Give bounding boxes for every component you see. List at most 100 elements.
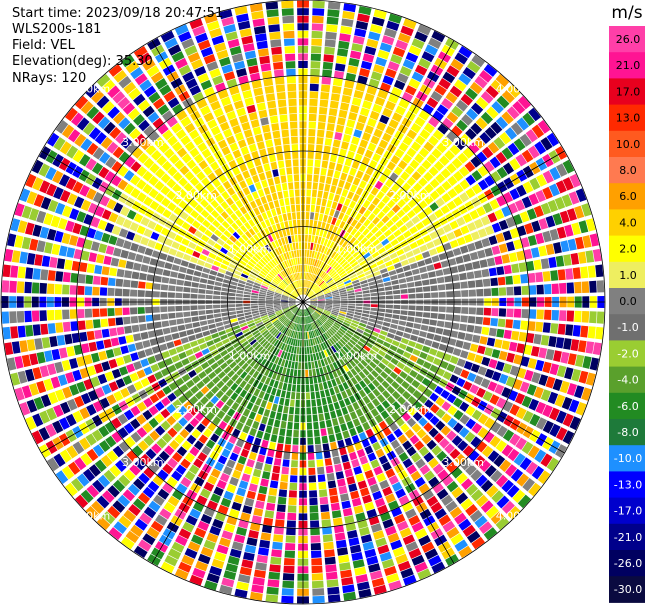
range-gate — [319, 261, 325, 269]
range-gate — [341, 141, 349, 150]
range-gate — [318, 270, 324, 277]
range-gate — [372, 197, 381, 206]
range-gate — [308, 227, 313, 235]
range-gate — [411, 38, 425, 50]
range-gate — [314, 287, 321, 293]
range-gate — [416, 165, 427, 176]
range-gate — [321, 76, 332, 85]
range-gate — [303, 287, 304, 295]
range-gate — [470, 122, 483, 135]
colorbar-tick-label: 2.0 — [619, 243, 637, 256]
range-gate — [367, 117, 377, 128]
range-gate — [322, 264, 329, 271]
range-gate — [360, 60, 373, 70]
range-gate — [316, 197, 322, 206]
range-gate — [342, 87, 353, 97]
range-gate — [315, 205, 321, 213]
range-gate — [336, 203, 343, 212]
range-gate — [377, 211, 386, 220]
range-gate — [306, 272, 309, 280]
range-gate — [414, 153, 425, 164]
range-gate — [408, 78, 421, 89]
range-gate — [388, 13, 402, 24]
range-gate — [396, 73, 409, 84]
range-gate — [426, 154, 437, 165]
range-gate — [305, 265, 308, 272]
colorbar-tick-label: 21.0 — [616, 59, 641, 72]
range-gate — [304, 234, 308, 242]
range-gate — [358, 245, 366, 253]
range-gate — [358, 163, 367, 173]
range-gate — [324, 223, 330, 231]
range-gate — [342, 251, 350, 258]
range-gate — [308, 291, 314, 297]
colorbar-tick-label: -6.0 — [617, 400, 638, 413]
range-gate — [506, 106, 520, 120]
range-gate — [428, 135, 439, 147]
range-gate — [378, 139, 389, 149]
range-gate — [439, 155, 450, 166]
range-gate — [421, 159, 432, 170]
range-gate — [351, 136, 360, 146]
range-gate — [396, 209, 406, 218]
range-gate — [473, 137, 486, 149]
range-gate — [319, 99, 329, 108]
range-gate — [355, 121, 365, 131]
range-gate — [352, 35, 365, 45]
range-gate — [313, 220, 318, 228]
range-gate — [370, 71, 383, 81]
range-gate — [377, 201, 386, 210]
range-gate — [382, 205, 391, 214]
range-gate — [435, 173, 446, 184]
range-gate — [360, 237, 368, 245]
range-gate — [311, 38, 323, 46]
range-gate — [370, 187, 379, 196]
range-gate — [376, 121, 387, 132]
range-gate — [424, 44, 439, 56]
range-gate — [337, 117, 346, 126]
range-gate — [382, 132, 392, 143]
range-gate — [378, 174, 388, 184]
range-gate — [310, 265, 314, 273]
range-gate — [379, 42, 392, 53]
range-gate — [306, 249, 310, 258]
range-gate — [358, 225, 366, 233]
range-gate — [333, 210, 340, 219]
range-gate — [350, 219, 358, 227]
range-gate — [428, 166, 439, 177]
range-gate — [367, 142, 377, 152]
range-gate — [323, 145, 331, 154]
range-gate — [446, 163, 457, 174]
range-gate — [451, 157, 463, 169]
range-gate — [349, 184, 358, 193]
range-gate — [326, 239, 332, 248]
range-gate — [311, 46, 322, 54]
range-gate — [310, 242, 314, 250]
range-gate — [307, 272, 310, 280]
range-gate — [400, 171, 410, 181]
range-gate — [347, 245, 355, 253]
range-gate — [313, 251, 318, 259]
range-gate — [359, 68, 370, 78]
range-gate — [451, 125, 463, 137]
range-gate — [431, 148, 442, 159]
range-gate — [307, 290, 312, 296]
range-gate — [410, 122, 422, 134]
range-gate — [308, 121, 317, 129]
range-gate — [328, 224, 335, 233]
range-gate — [349, 258, 357, 265]
range-gate — [308, 129, 316, 137]
range-gate — [332, 226, 338, 234]
range-gate — [346, 174, 354, 184]
range-gate — [471, 54, 485, 68]
range-gate — [320, 271, 326, 278]
range-gate — [450, 58, 464, 71]
range-gate — [310, 274, 315, 281]
range-gate — [358, 6, 372, 16]
range-gate — [365, 231, 374, 240]
range-gate — [517, 95, 531, 110]
range-gate — [322, 214, 328, 223]
range-gate — [449, 85, 463, 98]
range-gate — [405, 52, 419, 63]
range-gate — [333, 70, 345, 79]
